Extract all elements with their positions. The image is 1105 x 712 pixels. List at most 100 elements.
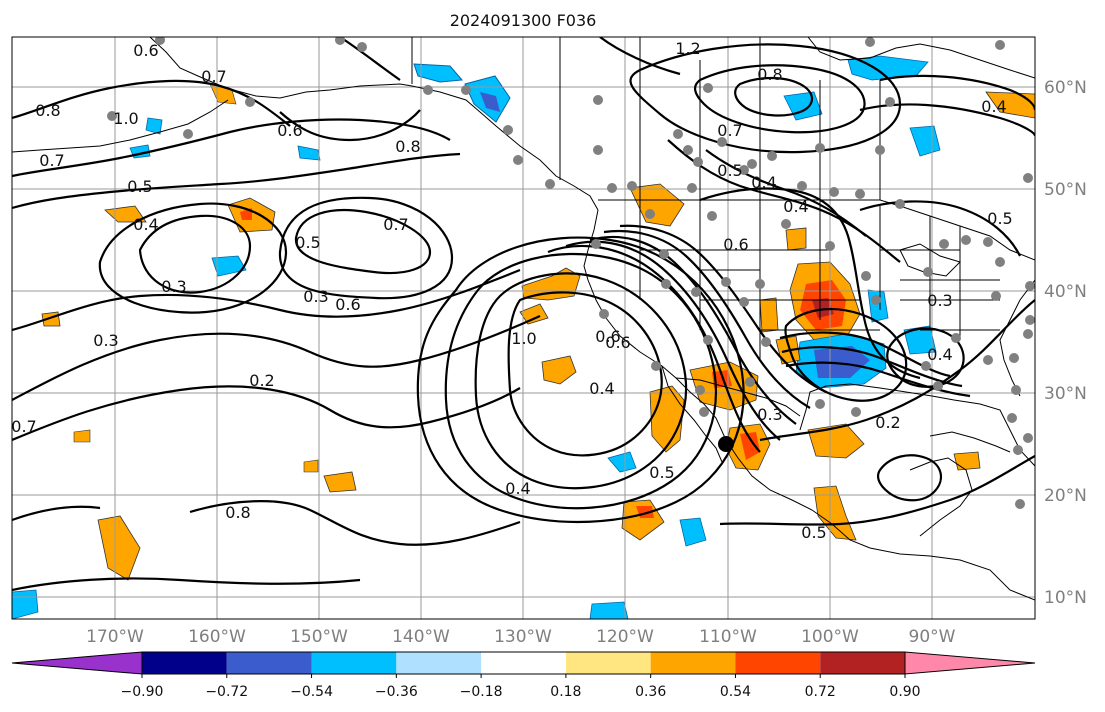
contour-40	[12, 577, 361, 592]
contour-label: 1.0	[511, 329, 536, 348]
contour-label: 0.8	[395, 137, 420, 156]
station-dot	[607, 183, 617, 193]
longitude-labels: 170°W 160°W 150°W 140°W 130°W 120°W 110°…	[86, 627, 956, 647]
station-dot	[1009, 353, 1019, 363]
station-dot	[825, 241, 835, 251]
station-dot	[155, 37, 165, 45]
contour-22	[784, 308, 908, 402]
station-dot	[593, 145, 603, 155]
longitude-label: 90°W	[909, 627, 956, 647]
station-dot	[815, 143, 825, 153]
colorbar-swatch	[142, 652, 227, 674]
contour-label: 0.8	[35, 101, 60, 120]
contour-label: 0.4	[589, 379, 614, 398]
station-dot	[739, 165, 749, 175]
station-dot	[691, 287, 701, 297]
shade-orange-pac10	[303, 459, 319, 473]
station-dot	[895, 199, 905, 209]
station-dot	[861, 271, 871, 281]
colorbar-swatch	[650, 652, 736, 674]
colorbar-outline	[141, 651, 906, 675]
station-dot	[599, 309, 609, 319]
shade-red-mex	[712, 370, 732, 388]
contour-label: 0.7	[717, 121, 742, 140]
contour-42	[279, 109, 421, 142]
contour-label: 0.3	[303, 287, 328, 306]
station-dot	[673, 129, 683, 139]
contour-label: 0.6	[335, 295, 360, 314]
station-dot	[107, 111, 117, 121]
station-dot	[651, 361, 661, 371]
station-dot	[335, 37, 345, 45]
contour-32	[734, 76, 814, 117]
station-dot	[923, 267, 933, 277]
colorbar-tick-label: −0.90	[121, 684, 164, 700]
shade-blue-pac6	[607, 451, 637, 473]
contour-label: 0.2	[875, 413, 900, 432]
contour-41	[12, 505, 101, 522]
station-dot	[781, 219, 791, 229]
station-dot	[871, 295, 881, 305]
station-dot	[503, 125, 513, 135]
contour-25	[785, 361, 971, 398]
station-dot	[767, 151, 777, 161]
station-dot	[703, 83, 713, 93]
station-dot	[991, 291, 1001, 301]
contour-label: 0.5	[717, 161, 742, 180]
contour-label: 1.0	[113, 109, 138, 128]
coast-cuba	[929, 431, 1011, 453]
latitude-label: 60°N	[1044, 78, 1087, 98]
map-area: 0.6 0.8 1.0 0.7 0.5 0.4 0.3 0.7 0.6 0.8 …	[12, 37, 1035, 619]
longitude-label: 150°W	[290, 627, 348, 647]
contour-label: 0.4	[927, 345, 952, 364]
longitude-label: 110°W	[699, 627, 757, 647]
station-dot	[855, 189, 865, 199]
contour-label: 0.7	[383, 215, 408, 234]
station-dot	[461, 85, 471, 95]
coast-alaska	[149, 37, 599, 211]
station-dot	[815, 399, 825, 409]
contour-1	[12, 79, 291, 127]
longitude-label: 100°W	[801, 627, 859, 647]
contour-label: 0.6	[595, 327, 620, 346]
coast-aleutians	[12, 99, 229, 153]
contour-label: 0.3	[927, 291, 952, 310]
province-lines	[559, 37, 881, 200]
contour-11	[189, 500, 521, 546]
contour-label: 0.2	[249, 371, 274, 390]
contour-3	[12, 152, 461, 210]
latitude-label: 50°N	[1044, 180, 1087, 200]
longitude-label: 160°W	[188, 627, 246, 647]
station-dot	[717, 137, 727, 147]
coast-baja	[661, 365, 723, 463]
colorbar-tick-label: 0.72	[805, 684, 836, 700]
contour-34	[879, 74, 1035, 111]
contour-label: 0.5	[801, 523, 826, 542]
contour-label: 0.8	[757, 65, 782, 84]
contour-19	[603, 229, 811, 409]
contour-9	[12, 314, 541, 401]
contour-36	[667, 139, 901, 263]
station-dot	[961, 235, 971, 245]
station-dot	[1023, 173, 1033, 183]
colorbar-tick-label: 0.36	[635, 684, 666, 700]
shade-blue-gulf	[297, 145, 321, 161]
graticule	[12, 37, 1035, 619]
contour-label: 0.4	[133, 215, 158, 234]
colorbar-swatch	[311, 652, 397, 674]
colorbar-extend-high	[904, 651, 1036, 675]
contour-24	[781, 346, 963, 388]
colorbar-tick-label: −0.54	[290, 684, 333, 700]
coast-hudson	[807, 37, 1035, 79]
colorbar: −0.90 −0.72 −0.54 −0.36 −0.18 0.18 0.36 0.54 0.7…	[11, 651, 1036, 700]
station-dot	[995, 257, 1005, 267]
station-dot	[1007, 413, 1017, 423]
station-dot	[983, 237, 993, 247]
figure-title: 2024091300 F036	[450, 11, 597, 30]
longitude-label: 130°W	[494, 627, 552, 647]
contour-2	[12, 118, 451, 178]
latitude-labels: 60°N 50°N 40°N 30°N 20°N 10°N	[1044, 78, 1087, 608]
station-dot	[829, 187, 839, 197]
contour-8	[12, 268, 521, 332]
station-dot	[739, 297, 749, 307]
